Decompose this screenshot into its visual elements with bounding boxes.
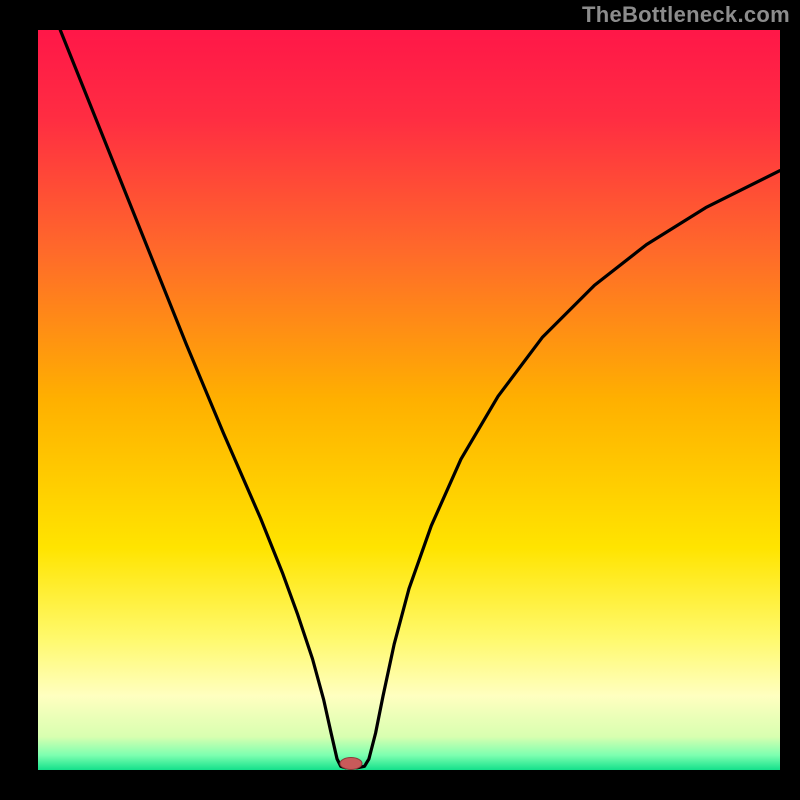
chart-frame: TheBottleneck.com xyxy=(0,0,800,800)
curve-svg xyxy=(38,30,780,770)
bottleneck-curve xyxy=(60,30,780,768)
optimum-marker xyxy=(338,756,364,770)
watermark-text: TheBottleneck.com xyxy=(582,2,790,28)
plot-area xyxy=(38,30,780,770)
optimum-marker-ellipse xyxy=(340,758,362,770)
